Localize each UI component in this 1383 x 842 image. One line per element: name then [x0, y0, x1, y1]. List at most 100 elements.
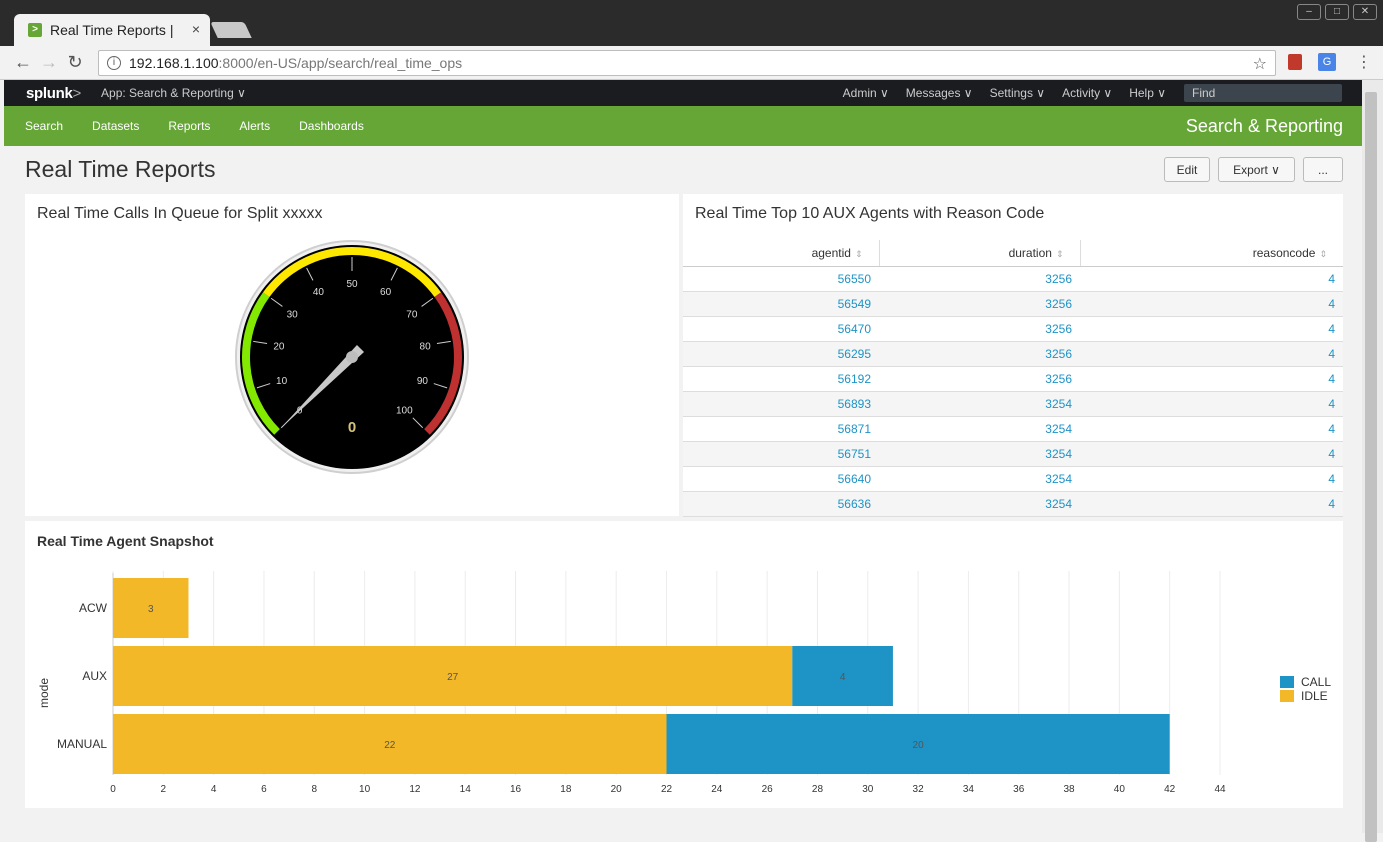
table-cell-agentid[interactable]: 56751: [683, 441, 879, 467]
table-cell-duration[interactable]: 3254: [879, 491, 1080, 517]
x-tick-label: 0: [110, 784, 116, 795]
nav-alerts[interactable]: Alerts: [239, 119, 271, 133]
table-cell-duration[interactable]: 3254: [879, 441, 1080, 467]
category-label: MANUAL: [57, 737, 107, 751]
tab-close-icon[interactable]: ×: [191, 21, 200, 37]
table-cell-duration[interactable]: 3254: [879, 466, 1080, 492]
table-row[interactable]: 56751 3254 4: [683, 441, 1343, 467]
nav-search[interactable]: Search: [25, 119, 64, 133]
table-row[interactable]: 56192 3256 4: [683, 366, 1343, 392]
more-button[interactable]: ...: [1303, 157, 1343, 182]
x-tick-label: 14: [460, 784, 472, 795]
menu-admin[interactable]: Admin ∨: [842, 86, 889, 100]
table-cell-duration[interactable]: 3256: [879, 266, 1080, 292]
table-cell-reasoncode[interactable]: 4: [1080, 266, 1343, 292]
table-cell-reasoncode[interactable]: 4: [1080, 466, 1343, 492]
table-cell-duration[interactable]: 3256: [879, 366, 1080, 392]
splunk-logo[interactable]: splunk>: [26, 84, 82, 102]
bar-call-manual[interactable]: [666, 714, 1170, 774]
nav-datasets[interactable]: Datasets: [92, 119, 140, 133]
table-cell-reasoncode[interactable]: 4: [1080, 341, 1343, 367]
gauge-tick-label: 10: [276, 376, 288, 387]
table-cell-agentid[interactable]: 56640: [683, 466, 879, 492]
table-cell-reasoncode[interactable]: 4: [1080, 416, 1343, 442]
bar-idle-manual[interactable]: [113, 714, 667, 774]
table-cell-agentid[interactable]: 56549: [683, 291, 879, 317]
x-tick-label: 38: [1063, 784, 1075, 795]
table-cell-duration[interactable]: 3254: [879, 391, 1080, 417]
gauge-tick-label: 100: [396, 405, 413, 416]
legend-swatch-call[interactable]: [1280, 676, 1294, 688]
table-cell-agentid[interactable]: 56871: [683, 416, 879, 442]
x-tick-label: 20: [611, 784, 623, 795]
export-button[interactable]: Export ∨: [1218, 157, 1295, 182]
table-cell-agentid[interactable]: 56636: [683, 491, 879, 517]
window-close-icon[interactable]: ✕: [1353, 4, 1377, 20]
address-bar[interactable]: i 192.168.1.100:8000/en-US/app/search/re…: [98, 50, 1276, 76]
legend-label-call[interactable]: CALL: [1301, 675, 1331, 689]
bookmark-star-icon[interactable]: ☆: [1252, 56, 1267, 73]
translate-extension-icon[interactable]: G: [1318, 53, 1336, 71]
table-cell-duration[interactable]: 3254: [879, 416, 1080, 442]
bar-idle-aux[interactable]: [113, 646, 793, 706]
table-row[interactable]: 56470 3256 4: [683, 316, 1343, 342]
x-tick-label: 16: [510, 784, 522, 795]
menu-help[interactable]: Help ∨: [1129, 86, 1166, 100]
edit-button[interactable]: Edit: [1164, 157, 1210, 182]
menu-settings[interactable]: Settings ∨: [989, 86, 1046, 100]
splunk-favicon-icon: >: [28, 23, 42, 37]
table-cell-agentid[interactable]: 56295: [683, 341, 879, 367]
column-header-reasoncode[interactable]: reasoncode ⇕: [1080, 240, 1343, 267]
legend-swatch-idle[interactable]: [1280, 690, 1294, 702]
table-row[interactable]: 56550 3256 4: [683, 266, 1343, 292]
forward-arrow-icon[interactable]: →: [40, 52, 58, 72]
nav-reports[interactable]: Reports: [168, 119, 211, 133]
scrollbar-thumb[interactable]: [1365, 92, 1377, 842]
nav-dashboards[interactable]: Dashboards: [299, 119, 364, 133]
column-header-agentid[interactable]: agentid ⇕: [683, 240, 880, 267]
table-cell-reasoncode[interactable]: 4: [1080, 441, 1343, 467]
table-cell-duration[interactable]: 3256: [879, 341, 1080, 367]
maximize-icon[interactable]: □: [1325, 4, 1349, 20]
column-header-duration[interactable]: duration ⇕: [879, 240, 1081, 267]
bookmark-extension-icon[interactable]: [1288, 54, 1302, 70]
table-cell-duration[interactable]: 3256: [879, 291, 1080, 317]
table-cell-reasoncode[interactable]: 4: [1080, 491, 1343, 517]
menu-messages[interactable]: Messages ∨: [905, 86, 973, 100]
back-arrow-icon[interactable]: ←: [14, 52, 32, 72]
table-row[interactable]: 56549 3256 4: [683, 291, 1343, 317]
table-cell-reasoncode[interactable]: 4: [1080, 316, 1343, 342]
reload-icon[interactable]: ↻: [67, 52, 83, 72]
browser-tab[interactable]: > Real Time Reports | ×: [14, 14, 210, 46]
table-row[interactable]: 56636 3254 4: [683, 491, 1343, 517]
page-scrollbar[interactable]: [1362, 80, 1383, 842]
table-row[interactable]: 56893 3254 4: [683, 391, 1343, 417]
table-cell-duration[interactable]: 3256: [879, 316, 1080, 342]
table-cell-agentid[interactable]: 56550: [683, 266, 879, 292]
x-tick-label: 22: [661, 784, 673, 795]
table-row[interactable]: 56640 3254 4: [683, 466, 1343, 492]
table-cell-reasoncode[interactable]: 4: [1080, 291, 1343, 317]
bar-idle-acw[interactable]: [113, 578, 189, 638]
table-cell-agentid[interactable]: 56893: [683, 391, 879, 417]
browser-menu-icon[interactable]: ⋮: [1356, 54, 1372, 71]
app-selector[interactable]: App: Search & Reporting ∨: [101, 86, 246, 100]
table-cell-agentid[interactable]: 56192: [683, 366, 879, 392]
x-tick-label: 28: [812, 784, 824, 795]
x-tick-label: 12: [409, 784, 421, 795]
legend-label-idle[interactable]: IDLE: [1301, 689, 1328, 703]
table-row[interactable]: 56295 3256 4: [683, 341, 1343, 367]
table-cell-agentid[interactable]: 56470: [683, 316, 879, 342]
x-tick-label: 30: [862, 784, 874, 795]
x-tick-label: 34: [963, 784, 975, 795]
bar-call-aux[interactable]: [792, 646, 893, 706]
table-row[interactable]: 56871 3254 4: [683, 416, 1343, 442]
table-cell-reasoncode[interactable]: 4: [1080, 391, 1343, 417]
app-name[interactable]: Search & Reporting: [1185, 116, 1343, 136]
new-tab-button[interactable]: [210, 22, 252, 38]
minimize-icon[interactable]: –: [1297, 4, 1321, 20]
site-info-icon[interactable]: i: [107, 56, 121, 70]
menu-activity[interactable]: Activity ∨: [1062, 86, 1113, 100]
table-cell-reasoncode[interactable]: 4: [1080, 366, 1343, 392]
find-input[interactable]: Find: [1184, 84, 1342, 102]
